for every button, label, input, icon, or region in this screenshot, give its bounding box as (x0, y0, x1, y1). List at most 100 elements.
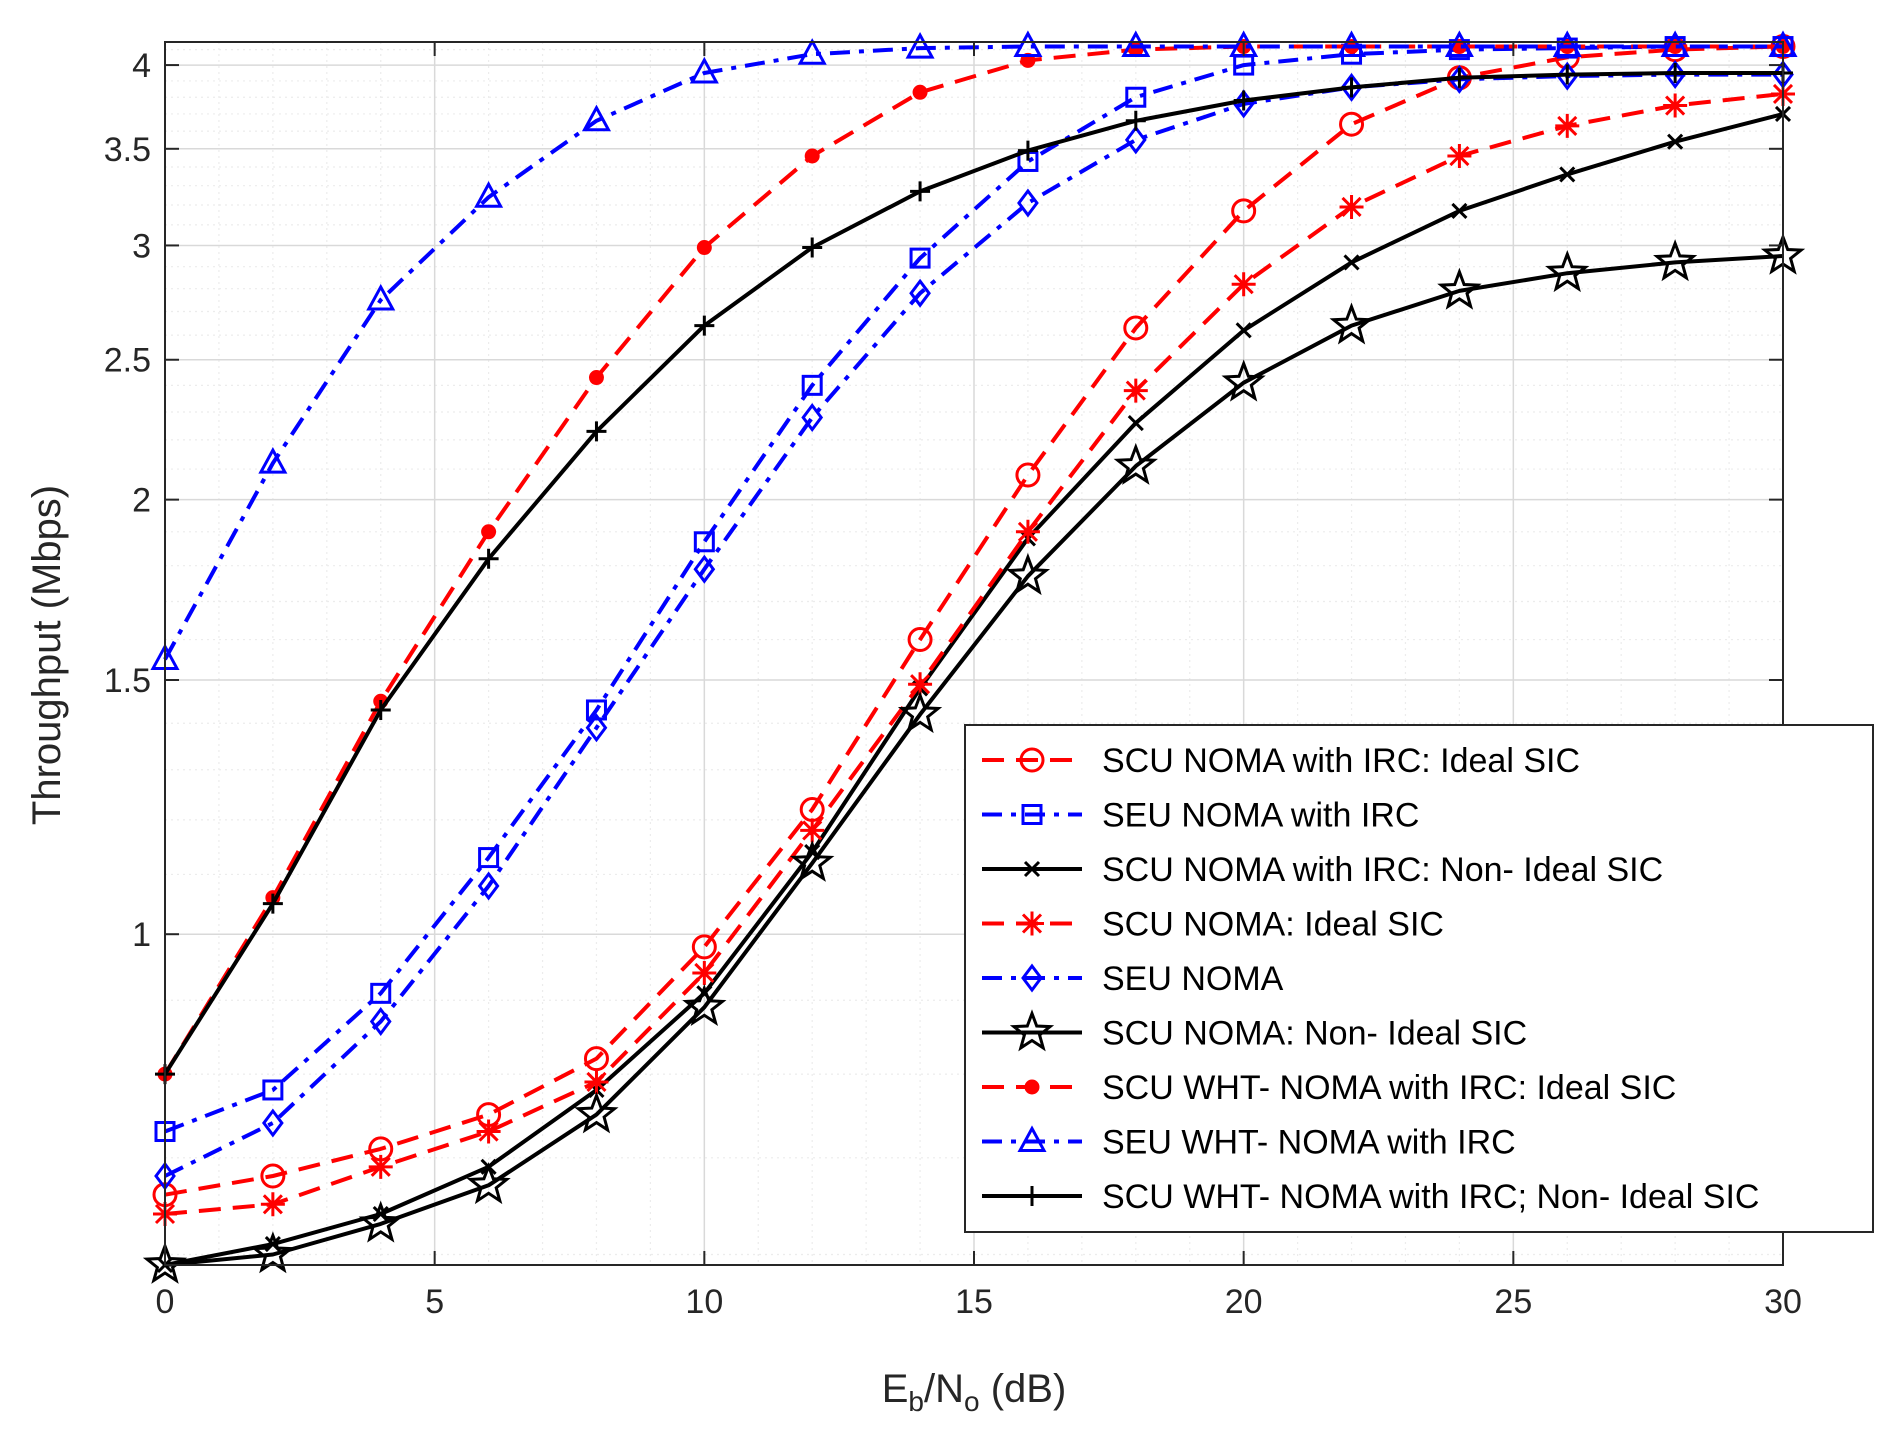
tick-labels: 0 5 10 15 20 25 30 1 1.5 2 2.5 3 3.5 4 (104, 47, 1802, 1321)
data-point (1447, 144, 1472, 169)
data-point (801, 374, 823, 396)
series-line (164, 112, 1784, 1267)
data-point (585, 713, 608, 743)
x-axis-title-sub-b: b (908, 1386, 924, 1417)
data-point (804, 148, 820, 164)
data-point (370, 699, 391, 720)
data-point (910, 181, 931, 202)
data-point (905, 31, 935, 59)
data-point (581, 104, 611, 132)
data-point (897, 691, 943, 734)
data-point (1017, 140, 1038, 161)
legend-marker (1020, 911, 1044, 936)
data-point (1663, 93, 1688, 118)
data-point (691, 934, 717, 960)
data-point (1015, 462, 1041, 488)
x-axis-title-unit: (dB) (980, 1367, 1067, 1411)
data-point (260, 1163, 286, 1189)
x-axis-title-sub-o: o (964, 1386, 980, 1417)
legend-marker (1021, 804, 1043, 825)
series-line (164, 72, 1783, 1178)
data-point (1013, 30, 1043, 58)
series-line (164, 91, 1784, 1216)
x-tick-label: 5 (425, 1283, 444, 1321)
data-point (1017, 188, 1039, 218)
x-axis-title-e: E (882, 1367, 909, 1411)
data-point (1340, 72, 1363, 102)
data-point (1015, 519, 1040, 544)
x-tick-label: 10 (685, 1283, 723, 1321)
data-point (1221, 359, 1266, 402)
data-point (696, 240, 712, 256)
legend-marker (1017, 1125, 1047, 1152)
data-point (1448, 64, 1471, 94)
data-point (689, 56, 719, 84)
data-point (1339, 194, 1364, 219)
data-point (1127, 414, 1144, 432)
data-point (908, 672, 933, 697)
legend-label: SCU NOMA with IRC: Non- Ideal SIC (1102, 851, 1663, 889)
data-point (693, 554, 716, 584)
data-point (574, 1091, 619, 1134)
data-point (1667, 133, 1684, 150)
data-point (1653, 239, 1698, 282)
legend-entry: SCU WHT- NOMA with IRC; Non- Ideal SIC (982, 1178, 1759, 1216)
data-point (477, 871, 500, 901)
data-point (801, 402, 824, 432)
data-point (909, 247, 931, 269)
data-point (586, 421, 607, 442)
data-point (142, 1241, 188, 1284)
data-point (358, 1200, 403, 1243)
series-line (163, 71, 1783, 1076)
data-point (1231, 198, 1257, 224)
data-point (481, 524, 497, 540)
data-point (1545, 249, 1590, 293)
data-point (262, 1079, 284, 1101)
legend-box (964, 724, 1874, 1233)
data-point (1125, 86, 1147, 108)
legend-marker (1023, 860, 1041, 878)
legend-entry: SCU NOMA: Non- Ideal SIC (982, 1009, 1527, 1053)
legend-entry: SEU NOMA with IRC (982, 797, 1419, 835)
data-point (912, 84, 928, 100)
data-point (261, 1108, 284, 1138)
legend-entries: SCU NOMA with IRC: Ideal SIC SEU NOMA wit… (982, 742, 1759, 1216)
data-point (692, 960, 717, 985)
data-point (1121, 30, 1151, 58)
data-point (1231, 272, 1256, 297)
data-point (1233, 90, 1254, 111)
x-tick-label: 20 (1225, 1283, 1263, 1321)
data-point (693, 531, 715, 553)
data-point (1552, 30, 1582, 58)
legend-label: SEU NOMA with IRC (1102, 797, 1419, 835)
series-line (164, 44, 1784, 1197)
data-point (250, 1231, 295, 1274)
data-point (583, 1046, 609, 1072)
data-point (694, 315, 715, 336)
data-point (1123, 315, 1149, 341)
data-point (262, 893, 283, 914)
data-point (1123, 378, 1148, 403)
data-point (1343, 254, 1360, 271)
legend-marker (1024, 1079, 1040, 1095)
data-point (474, 181, 504, 208)
y-tick-label: 3.5 (104, 131, 151, 169)
x-tick-label: 30 (1764, 1283, 1802, 1321)
data-point (1557, 64, 1578, 85)
data-point (1005, 552, 1051, 596)
data-point (909, 278, 931, 308)
y-tick-label: 3 (132, 227, 151, 265)
data-point (1337, 30, 1367, 58)
x-tick-label: 25 (1494, 1283, 1532, 1321)
legend-entry: SCU WHT- NOMA with IRC: Ideal SIC (982, 1069, 1676, 1107)
legend-label: SCU NOMA: Non- Ideal SIC (1102, 1015, 1527, 1053)
data-point (370, 982, 392, 1004)
data-point (1451, 202, 1468, 219)
legend-marker (1022, 1186, 1042, 1206)
data-point (797, 38, 827, 65)
data-point (466, 1162, 511, 1205)
legend-label: SEU WHT- NOMA with IRC (1102, 1124, 1516, 1162)
legend-label: SCU WHT- NOMA with IRC; Non- Ideal SIC (1102, 1178, 1759, 1216)
data-point (682, 984, 727, 1027)
